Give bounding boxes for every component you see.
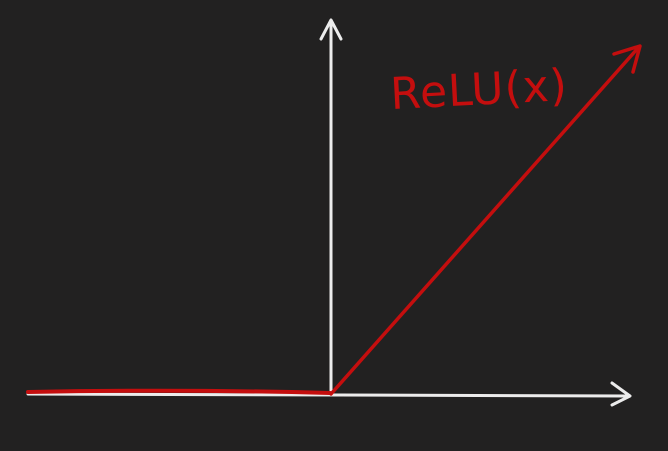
y-axis: [319, 18, 343, 396]
x-axis-arrowhead: [610, 381, 632, 407]
relu-label: ReLU(x): [389, 60, 569, 120]
relu-curve: [26, 44, 642, 396]
relu-positive-segment: [329, 46, 640, 396]
x-axis: [26, 381, 632, 407]
relu-negative-segment: [26, 388, 332, 395]
relu-arrowhead: [612, 44, 642, 74]
x-axis-line: [26, 392, 630, 398]
y-axis-arrowhead: [319, 18, 343, 41]
